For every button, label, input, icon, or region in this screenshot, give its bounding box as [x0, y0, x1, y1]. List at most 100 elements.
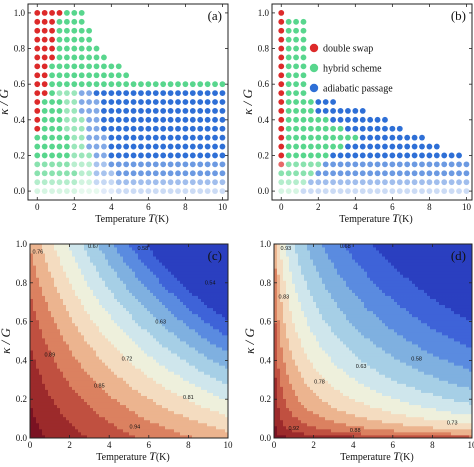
contour-cell — [87, 401, 91, 406]
contour-cell — [33, 368, 37, 372]
contour-cell — [213, 280, 217, 284]
contour-cell — [147, 422, 151, 427]
contour-cell — [114, 283, 118, 287]
adiabatic-passage-point — [204, 179, 211, 186]
contour-cell — [219, 289, 223, 293]
contour-cell — [51, 325, 55, 330]
hybrid-scheme-point — [63, 125, 70, 132]
contour-cell — [33, 250, 37, 254]
contour-cell — [171, 377, 175, 381]
hybrid-scheme-point — [41, 99, 48, 105]
contour-cell — [195, 377, 199, 381]
contour-cell — [174, 359, 178, 363]
contour-cell — [171, 337, 175, 342]
contour-cell — [120, 301, 124, 306]
contour-cell — [42, 247, 46, 251]
contour-cell — [96, 313, 100, 318]
contour-cell — [57, 301, 61, 306]
contour-cell — [156, 331, 160, 336]
contour-cell — [204, 389, 208, 393]
contour-cell — [153, 337, 157, 342]
contour-cell — [45, 247, 49, 251]
contour-cell — [93, 341, 97, 345]
contour-cell — [150, 431, 154, 436]
contour-cell — [174, 259, 178, 263]
adiabatic-passage-point — [345, 170, 351, 177]
double-swap-point — [49, 36, 55, 43]
contour-cell — [69, 295, 73, 299]
contour-cell — [162, 353, 166, 357]
contour-cell — [108, 268, 112, 272]
contour-cell — [87, 334, 91, 339]
contour-cell — [99, 428, 103, 433]
contour-cell — [156, 389, 160, 393]
contour-cell — [168, 268, 172, 272]
contour-cell — [219, 416, 223, 421]
contour-cell — [165, 295, 169, 299]
contour-cell — [210, 404, 214, 409]
contour-cell — [186, 407, 190, 412]
contour-cell — [192, 374, 196, 378]
contour-cell — [210, 274, 214, 278]
contour-cell — [156, 307, 160, 312]
contour-cell — [99, 304, 103, 309]
contour-cell — [177, 283, 181, 287]
contour-cell — [132, 419, 136, 424]
contour-cell — [195, 350, 199, 354]
hybrid-scheme-point — [63, 99, 70, 105]
contour-cell — [69, 328, 73, 333]
contour-cell — [57, 422, 61, 427]
contour-cell — [51, 334, 55, 339]
contour-cell — [153, 244, 157, 248]
contour-cell — [36, 289, 40, 293]
contour-cell — [129, 277, 133, 281]
adiabatic-passage-point — [396, 143, 403, 150]
contour-cell — [195, 407, 199, 412]
contour-cell — [63, 368, 67, 372]
contour-cell — [222, 428, 226, 433]
double-swap-point — [278, 10, 285, 16]
contour-cell — [201, 301, 205, 306]
contour-cell — [102, 244, 106, 248]
contour-cell — [177, 407, 181, 412]
contour-cell — [120, 341, 124, 345]
adiabatic-passage-point — [419, 170, 425, 177]
contour-cell — [45, 292, 49, 296]
contour-cell — [39, 377, 43, 381]
contour-cell — [168, 247, 172, 251]
contour-cell — [129, 425, 133, 430]
contour-cell — [201, 277, 205, 281]
contour-cell — [54, 404, 58, 409]
contour-cell — [144, 304, 148, 309]
contour-cell — [63, 304, 67, 309]
contour-cell — [87, 383, 91, 387]
contour-cell — [42, 434, 46, 439]
contour-cell — [39, 265, 43, 269]
contour-cell — [123, 386, 127, 390]
contour-cell — [198, 401, 202, 406]
contour-cell — [51, 337, 55, 342]
contour-cell — [96, 247, 100, 251]
contour-cell — [198, 413, 202, 418]
contour-cell — [135, 395, 139, 399]
contour-cell — [138, 422, 142, 427]
contour-cell — [213, 371, 217, 375]
contour-cell — [138, 247, 142, 251]
contour-cell — [180, 271, 184, 275]
contour-cell — [66, 395, 70, 399]
contour-cell — [153, 256, 157, 260]
contour-cell — [90, 256, 94, 260]
contour-cell — [216, 286, 220, 290]
contour-cell — [183, 283, 187, 287]
contour-cell — [123, 244, 127, 248]
contour-cell — [30, 277, 34, 281]
contour-cell — [99, 247, 103, 251]
contour-cell — [159, 268, 163, 272]
contour-cell — [207, 319, 211, 324]
contour-cell — [75, 292, 79, 296]
contour-cell — [183, 398, 187, 403]
contour-cell — [150, 295, 154, 299]
contour-cell — [39, 337, 43, 342]
hybrid-scheme-point — [49, 108, 55, 114]
hybrid-scheme-point — [337, 143, 344, 150]
